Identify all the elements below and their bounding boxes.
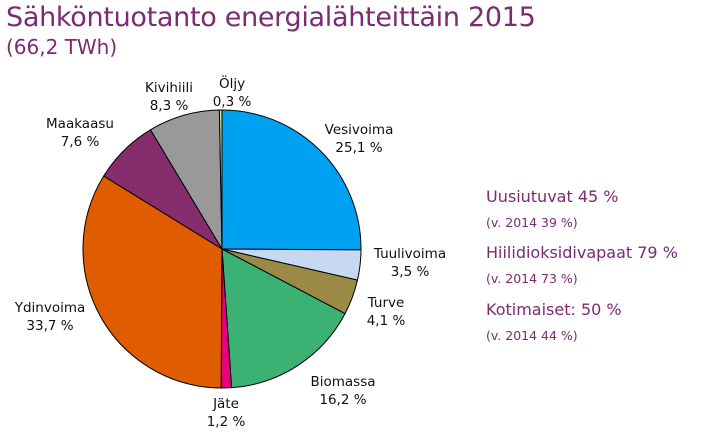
slice-value-jate: 1,2 % [207, 414, 246, 430]
slice-label-ydinvoima: Ydinvoima [14, 300, 86, 316]
slice-label-maakaasu: Maakaasu [46, 116, 114, 132]
stat-co2-free: Hiilidioksidivapaat 79 % [486, 243, 678, 262]
chart-subtitle: (66,2 TWh) [6, 35, 118, 59]
slice-label-turve: Turve [367, 295, 405, 311]
slice-label-biomassa: Biomassa [310, 374, 375, 390]
slice-label-oljy: Öljy [219, 74, 245, 92]
slice-value-ydinvoima: 33,7 % [26, 318, 73, 334]
pie-slice-vesivoima [221, 109, 362, 251]
slice-value-biomassa: 16,2 % [319, 392, 366, 408]
pie-slice-oljy [218, 109, 223, 250]
pie-slice-biomassa [221, 248, 346, 389]
stat-renewables-previous: (v. 2014 39 %) [486, 215, 578, 230]
stat-domestic-previous: (v. 2014 44 %) [486, 328, 578, 343]
slice-label-kivihiili: Kivihiili [145, 80, 193, 96]
slice-label-jate: Jäte [212, 396, 239, 412]
slice-value-tuulivoima: 3,5 % [391, 264, 430, 280]
slice-value-vesivoima: 25,1 % [335, 140, 382, 156]
slice-label-tuulivoima: Tuulivoima [373, 246, 446, 262]
pie-slice-ydinvoima [82, 175, 223, 389]
slice-value-oljy: 0,3 % [213, 94, 252, 110]
stat-renewables: Uusiutuvat 45 % [486, 187, 619, 206]
slice-value-kivihiili: 8,3 % [150, 98, 189, 114]
stat-domestic: Kotimaiset: 50 % [486, 300, 622, 319]
slice-label-vesivoima: Vesivoima [325, 122, 394, 138]
slice-value-maakaasu: 7,6 % [61, 134, 100, 150]
slice-value-turve: 4,1 % [367, 313, 406, 329]
stat-co2-free-previous: (v. 2014 73 %) [486, 271, 578, 286]
chart-title: Sähköntuotanto energialähteittäin 2015 [6, 2, 536, 33]
